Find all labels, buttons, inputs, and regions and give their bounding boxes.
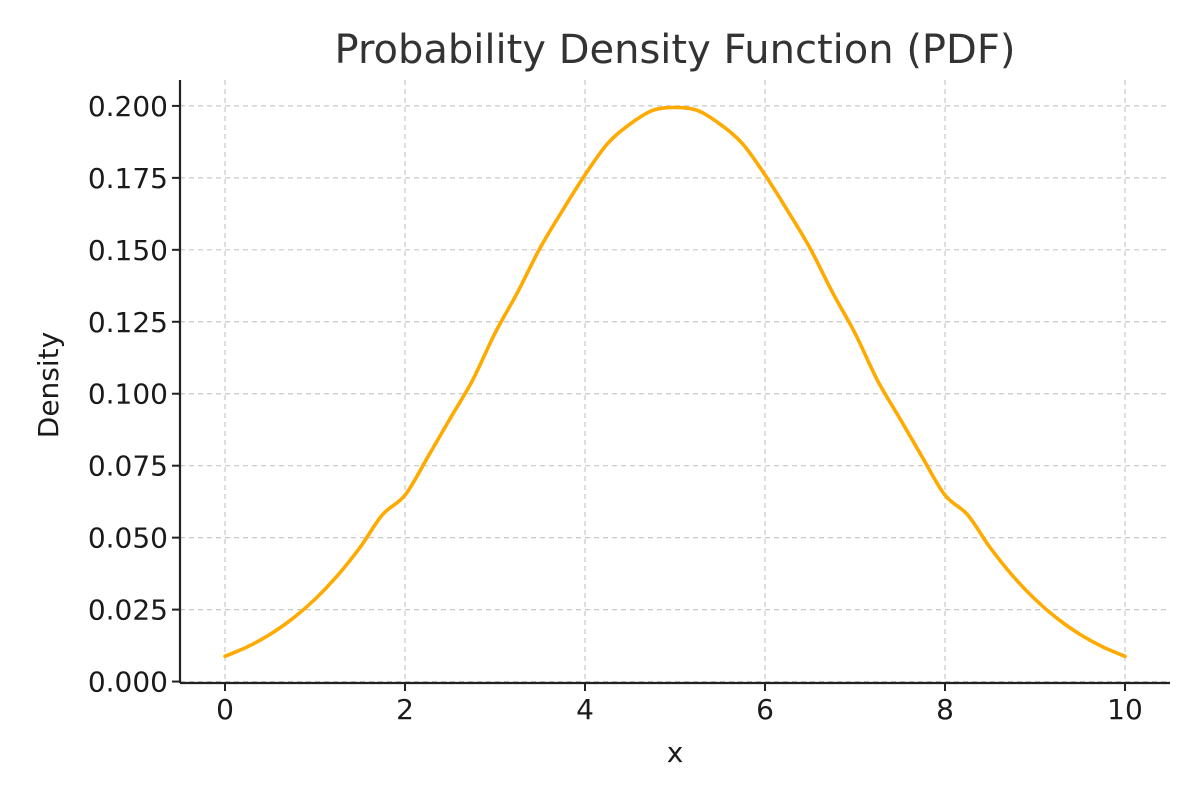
x-tick-label: 6 <box>756 693 774 726</box>
y-tick-label: 0.125 <box>88 306 168 339</box>
axis-layer: 0 2 4 6 8 10 0.000 0.025 0.050 0.075 0.100 0.125 0.1… <box>88 80 1170 726</box>
series-layer <box>223 105 1127 659</box>
x-tick-label: 2 <box>396 693 414 726</box>
y-axis-title: Density <box>32 332 65 438</box>
y-tick-label: 0.150 <box>88 234 168 267</box>
chart-title: Probability Density Function (PDF) <box>335 27 1016 73</box>
x-tick-label: 10 <box>1107 693 1143 726</box>
y-tick-label: 0.175 <box>88 162 168 195</box>
y-tick-label: 0.050 <box>88 522 168 555</box>
y-tick-label: 0.200 <box>88 90 168 123</box>
x-tick-label: 8 <box>936 693 954 726</box>
x-tick-label: 4 <box>576 693 594 726</box>
y-tick-label: 0.100 <box>88 378 168 411</box>
y-tick-label: 0.075 <box>88 450 168 483</box>
x-tick-label: 0 <box>216 693 234 726</box>
x-axis-title: x <box>667 736 684 769</box>
pdf-series-line <box>223 105 1127 659</box>
grid-layer <box>180 80 1170 683</box>
y-tick-label: 0.025 <box>88 594 168 627</box>
y-tick-label: 0.000 <box>88 666 168 699</box>
